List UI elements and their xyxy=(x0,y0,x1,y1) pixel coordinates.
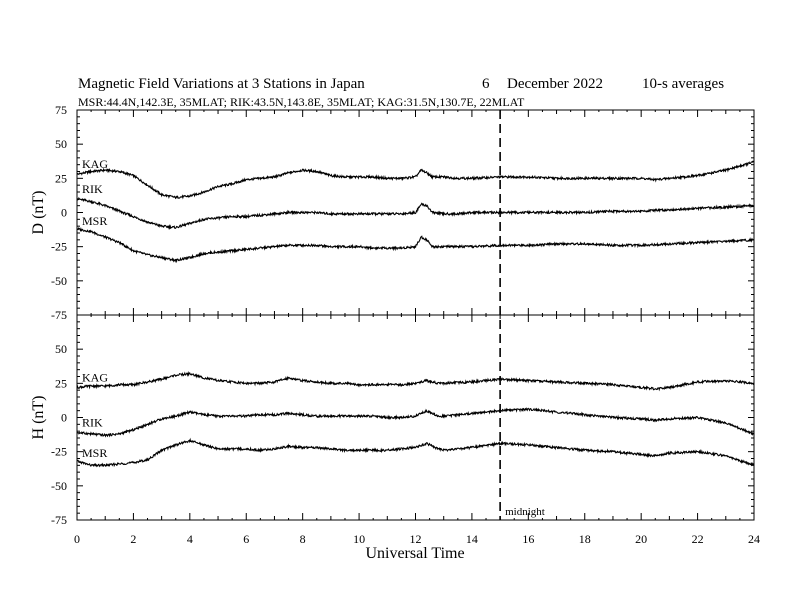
panel-d: 75 50 25 0 -25 -50 -75 D (nT) KAG RIK MSR xyxy=(30,103,755,322)
date-year: 2022 xyxy=(573,76,603,92)
series-label-kag: KAG xyxy=(82,157,108,171)
x-tick-label: 18 xyxy=(579,532,591,546)
y-tick-label: -25 xyxy=(51,240,67,254)
x-tick-label: 6 xyxy=(243,532,249,546)
series-label-kag: KAG xyxy=(82,370,108,384)
date-day: 6 xyxy=(482,76,490,92)
y-tick-label: 0 xyxy=(61,411,67,425)
y-tick-label: 50 xyxy=(55,342,67,356)
series-line-rik xyxy=(77,196,755,230)
series-line-msr xyxy=(76,437,754,468)
panel-h: 50 25 0 -25 -50 -75 H (nT) KAG RIK MSR xyxy=(30,314,755,527)
y-tick-label: 75 xyxy=(55,103,67,117)
series-label-msr: MSR xyxy=(82,214,107,228)
y-tick-label: 50 xyxy=(55,137,67,151)
series-line-kag xyxy=(76,370,755,392)
x-tick-label: 22 xyxy=(692,532,704,546)
x-tick-label: 16 xyxy=(522,532,534,546)
y-tick-label: -50 xyxy=(51,479,67,493)
midnight-label: midnight xyxy=(505,506,545,518)
y-tick-label: -50 xyxy=(51,274,67,288)
series-line-kag xyxy=(76,160,755,200)
x-tick-label: 24 xyxy=(748,532,760,546)
y-tick-label: -25 xyxy=(51,445,67,459)
x-tick-label: 10 xyxy=(353,532,365,546)
x-tick-label: 0 xyxy=(74,532,80,546)
x-tick-label: 20 xyxy=(635,532,647,546)
series-label-msr: MSR xyxy=(82,446,107,460)
panels: 75 50 25 0 -25 -50 -75 D (nT) KAG RIK MSR 50 25 0 -25 -… xyxy=(30,103,760,546)
y-tick-label: 0 xyxy=(61,206,67,220)
y-tick-label: -75 xyxy=(51,513,67,527)
date-month: December xyxy=(507,76,569,92)
x-axis-label: Universal Time xyxy=(365,545,464,562)
y-tick-label: 25 xyxy=(55,171,67,185)
y-tick-label: 25 xyxy=(55,376,67,390)
chart-title: Magnetic Field Variations at 3 Stations … xyxy=(78,76,365,92)
y-tick-label: -75 xyxy=(51,308,67,322)
averaging-label: 10-s averages xyxy=(642,76,724,92)
series-line-rik xyxy=(76,407,755,438)
series-label-rik: RIK xyxy=(82,182,103,196)
y-axis-label: H (nT) xyxy=(30,396,47,440)
x-tick-label: 2 xyxy=(130,532,136,546)
series-label-rik: RIK xyxy=(82,416,103,430)
series-line-msr xyxy=(76,227,755,264)
x-tick-label: 12 xyxy=(410,532,422,546)
station-info: MSR:44.4N,142.3E, 35MLAT; RIK:43.5N,143.… xyxy=(78,95,525,109)
y-axis-label: D (nT) xyxy=(30,191,47,235)
x-tick-label: 4 xyxy=(187,532,193,546)
x-tick-label: 14 xyxy=(466,532,478,546)
x-tick-label: 8 xyxy=(300,532,306,546)
